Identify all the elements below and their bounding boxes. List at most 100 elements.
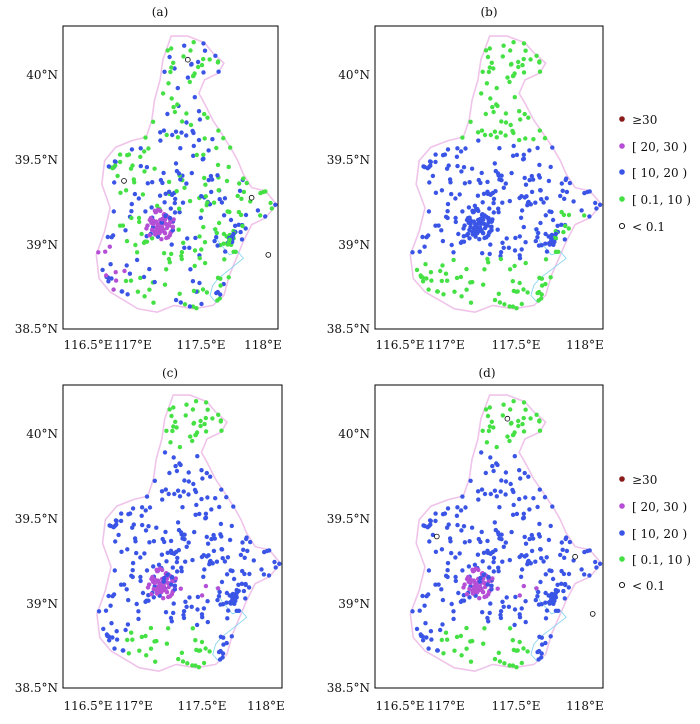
station-dot <box>440 153 446 158</box>
station-dot <box>509 420 514 426</box>
station-dot <box>538 547 543 552</box>
station-dot <box>181 240 186 245</box>
station-dot <box>543 616 549 621</box>
station-dot <box>519 606 524 611</box>
station-dot <box>435 289 440 294</box>
station-dot <box>511 502 516 508</box>
station-dot <box>201 660 207 666</box>
station-dot <box>522 111 527 117</box>
station-dot <box>537 634 542 639</box>
station-dot <box>566 212 572 218</box>
station-dot <box>511 40 516 45</box>
station-dot <box>171 424 176 429</box>
station-dot <box>536 243 542 248</box>
station-dot <box>201 152 206 157</box>
station-dot <box>199 62 205 68</box>
panel-b-title: (b) <box>480 5 497 19</box>
station-dot <box>154 230 160 235</box>
station-dot <box>445 560 451 566</box>
station-dot <box>128 278 134 283</box>
station-dot <box>521 152 526 157</box>
station-dot <box>172 587 177 592</box>
station-dot <box>165 111 170 117</box>
station-dot <box>487 424 492 429</box>
station-dot <box>172 491 177 497</box>
station-dot <box>215 59 221 64</box>
station-dot <box>239 581 245 586</box>
station-dot <box>110 594 115 599</box>
station-dot <box>485 256 490 262</box>
station-dot <box>204 534 209 540</box>
station-dot <box>152 279 157 285</box>
station-dot <box>495 530 501 535</box>
station-dot <box>214 145 219 151</box>
station-dot <box>533 597 538 603</box>
station-dot <box>148 625 154 631</box>
station-dot <box>103 273 109 278</box>
station-dot <box>177 444 183 450</box>
station-dot <box>100 267 105 273</box>
station-dot <box>529 548 535 554</box>
station-dot <box>541 559 546 564</box>
station-dot <box>486 619 491 624</box>
station-dot <box>453 196 458 201</box>
station-dot <box>224 600 229 605</box>
station-dot <box>221 231 227 237</box>
station-dot <box>516 59 521 65</box>
station-dot <box>106 279 111 284</box>
station-dot <box>537 487 542 492</box>
station-dot <box>190 438 195 444</box>
station-dot <box>259 567 264 572</box>
station-dot <box>149 227 155 233</box>
station-dot <box>151 586 156 592</box>
station-dot <box>168 615 174 621</box>
station-dot <box>170 565 175 570</box>
station-dot <box>138 146 143 151</box>
station-dot <box>537 428 543 433</box>
station-dot <box>520 62 525 68</box>
station-dot <box>488 96 493 101</box>
station-dot <box>182 478 187 483</box>
station-dot <box>543 241 548 246</box>
station-dot <box>187 198 193 204</box>
station-dot <box>159 220 164 225</box>
station-dot <box>491 555 497 561</box>
station-dot <box>180 659 186 664</box>
station-dot <box>458 274 464 280</box>
station-dot <box>199 247 204 252</box>
station-dot <box>519 208 525 213</box>
station-dot <box>172 551 177 556</box>
station-dot <box>195 64 201 70</box>
station-dot <box>523 495 528 500</box>
station-dot <box>519 301 524 307</box>
station-dot <box>453 555 458 560</box>
station-dot <box>509 529 514 535</box>
station-dot <box>547 601 552 606</box>
station-dot <box>483 407 489 412</box>
station-dot <box>477 237 482 242</box>
station-dot <box>255 208 261 213</box>
station-dot <box>456 231 461 237</box>
station-dot <box>179 569 184 574</box>
station-dot <box>209 536 214 542</box>
station-dot <box>164 267 169 272</box>
station-dot <box>141 274 147 280</box>
station-dot <box>172 210 178 215</box>
station-dot <box>175 102 180 107</box>
station-dot <box>171 455 176 460</box>
station-dot <box>493 189 498 194</box>
panel-c-frame <box>62 384 283 689</box>
station-dot <box>130 163 135 168</box>
y-tick-label: 38.5°N <box>327 681 370 695</box>
station-dot <box>207 649 212 654</box>
panel-c-map <box>96 394 282 672</box>
legend-label: ≥30 <box>632 473 657 487</box>
station-dot <box>217 504 222 510</box>
station-dot <box>464 646 469 651</box>
station-dot <box>500 599 505 604</box>
station-dot <box>156 589 161 594</box>
station-dot <box>547 242 552 247</box>
station-dot <box>170 228 175 233</box>
station-dot <box>455 163 460 169</box>
